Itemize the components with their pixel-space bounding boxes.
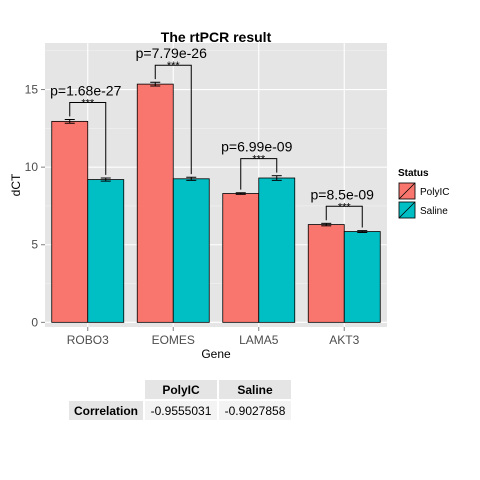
significance-bracket — [154, 64, 192, 175]
legend-label-polyic: PolyIC — [420, 187, 449, 198]
x-tick-label: AKT3 — [329, 333, 359, 347]
table-col-saline: Saline — [219, 380, 292, 399]
bar-saline-akt3 — [343, 231, 381, 323]
y-tick-label: 10 — [25, 160, 39, 174]
table-cell-saline: -0.9027858 — [219, 401, 292, 420]
significance-bracket — [69, 101, 107, 175]
table-corner — [69, 380, 144, 399]
table-row-label: Correlation — [69, 401, 144, 420]
p-value-label: p=7.79e-26 — [136, 45, 207, 61]
rtpcr-bar-chart: 051015***p=1.68e-27***p=7.79e-26***p=6.9… — [9, 29, 449, 361]
x-axis-title: Gene — [201, 347, 231, 361]
table-header-row: PolyIC Saline — [69, 380, 292, 399]
x-tick-label: ROBO3 — [67, 333, 109, 347]
chart-title: The rtPCR result — [161, 29, 272, 45]
p-value-label: p=8.5e-09 — [311, 186, 375, 202]
legend-key-slash — [398, 201, 416, 219]
x-tick-label: EOMES — [152, 333, 195, 347]
significance-bracket — [240, 158, 278, 190]
table-cell-polyic: -0.9555031 — [145, 401, 218, 420]
significance-stars: *** — [252, 154, 266, 166]
significance-bracket — [325, 205, 363, 228]
bar-polyic-robo3 — [51, 120, 89, 323]
bar-saline-robo3 — [87, 179, 125, 323]
bar-polyic-lama5 — [222, 193, 260, 323]
y-tick-label: 15 — [25, 83, 39, 97]
correlation-table: PolyIC Saline Correlation -0.9555031 -0.… — [67, 378, 293, 422]
significance-stars: *** — [81, 97, 95, 109]
bar-polyic-eomes — [136, 83, 174, 323]
legend-key-slash — [398, 182, 416, 200]
y-axis-title: dCT — [9, 173, 23, 196]
legend-title: Status — [398, 168, 429, 179]
p-value-label: p=6.99e-09 — [221, 139, 292, 155]
bar-saline-lama5 — [258, 177, 296, 323]
significance-stars: *** — [167, 60, 181, 72]
x-tick-label: LAMA5 — [239, 333, 279, 347]
table-col-polyic: PolyIC — [145, 380, 218, 399]
y-tick-label: 0 — [31, 315, 38, 329]
p-value-label: p=1.68e-27 — [50, 82, 121, 98]
significance-stars: *** — [338, 201, 352, 213]
y-tick-label: 5 — [31, 238, 38, 252]
legend-label-saline: Saline — [420, 206, 448, 217]
bar-saline-eomes — [172, 178, 210, 323]
table-row: Correlation -0.9555031 -0.9027858 — [69, 401, 292, 420]
bar-polyic-akt3 — [307, 224, 345, 323]
